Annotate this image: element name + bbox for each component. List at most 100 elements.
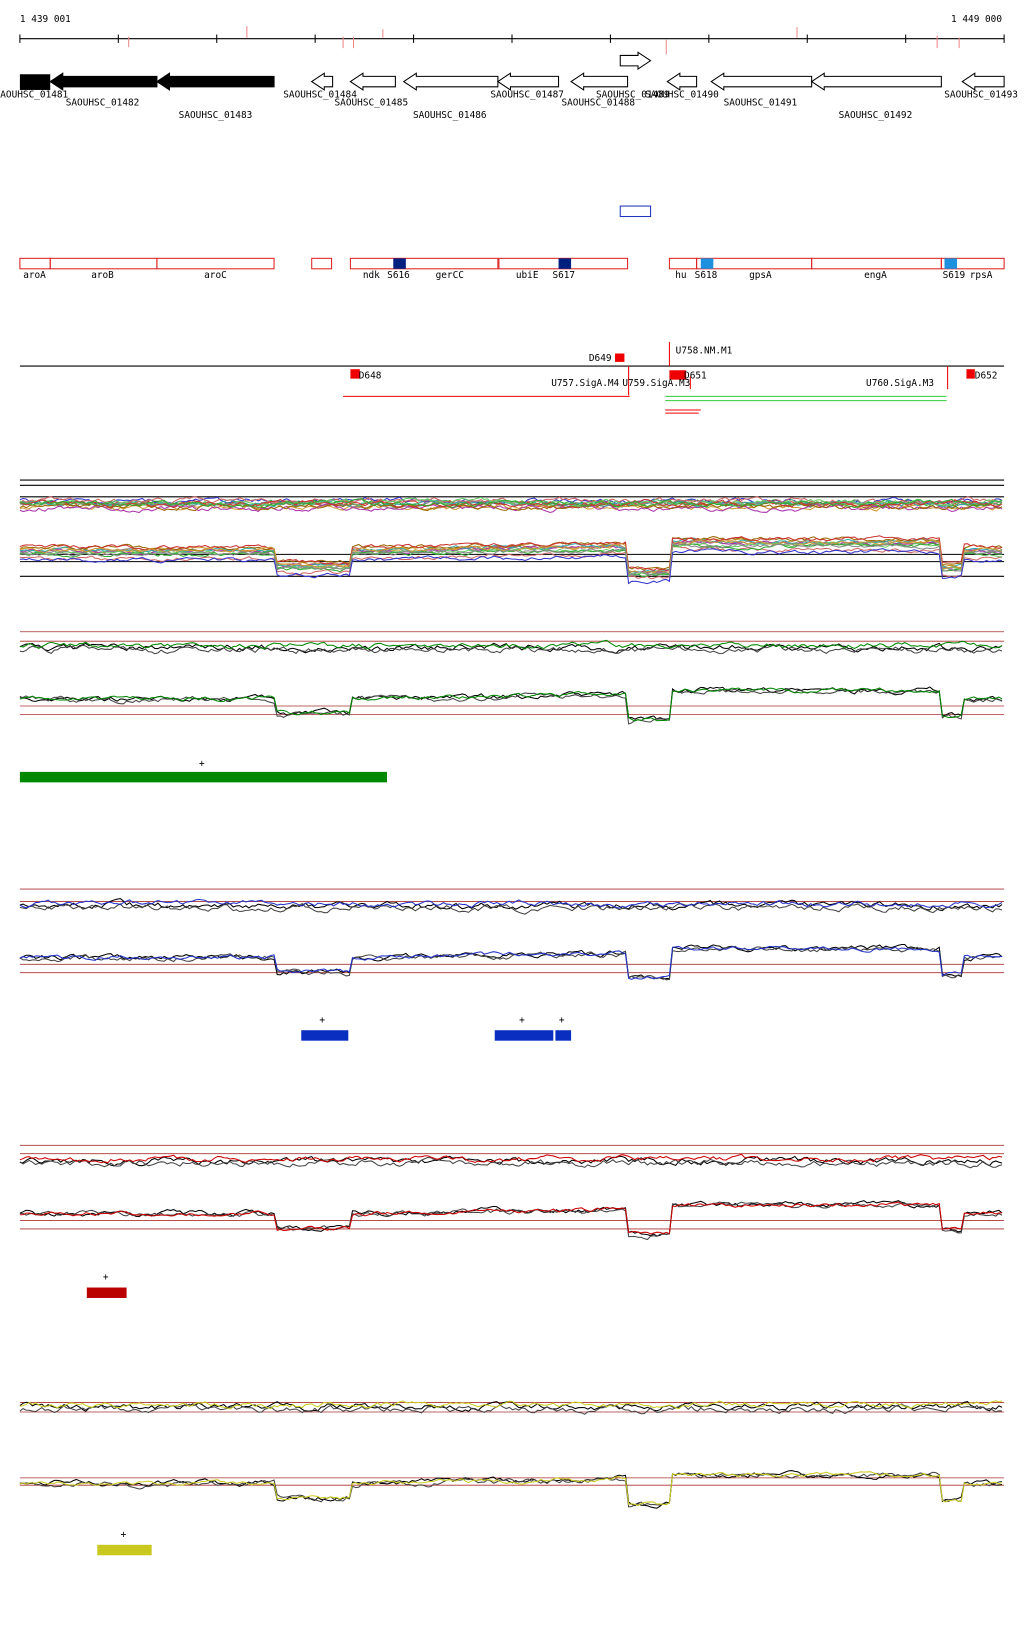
gene-arrow	[619, 51, 652, 71]
expression-trace	[19, 898, 1003, 909]
expression-trace	[19, 945, 1003, 980]
gene-arrow	[402, 72, 499, 91]
annotation-box	[156, 257, 275, 270]
annotation-label: gpsA	[749, 270, 772, 281]
annotation-block	[558, 258, 572, 269]
gene-label: SAOUHSC_01490	[645, 89, 719, 100]
expression-trace	[19, 1155, 1003, 1167]
gene-arrow	[961, 72, 1005, 91]
expression-trace	[19, 1403, 1003, 1415]
segment-bar	[19, 771, 388, 783]
expression-trace	[19, 688, 1003, 725]
gene-label: SAOUHSC_01482	[66, 98, 140, 109]
annotation-label: S619	[943, 270, 966, 281]
feature-box	[615, 353, 625, 362]
annotation-label: hu	[675, 270, 686, 281]
annotation-label: ubiE	[516, 270, 539, 281]
gene-label: SAOUHSC_01485	[335, 98, 409, 109]
expression-trace	[19, 502, 1003, 512]
gene-arrow	[570, 72, 629, 91]
segment-bar	[494, 1030, 554, 1041]
expression-trace	[19, 1400, 1003, 1410]
gene-label: SAOUHSC_01491	[724, 98, 798, 109]
annotation-label: aroA	[23, 270, 46, 281]
annotation-block	[944, 258, 958, 269]
expression-trace	[19, 687, 1003, 722]
annotation-box	[49, 257, 158, 270]
box	[619, 205, 652, 218]
gene-arrow	[19, 74, 51, 90]
expression-trace	[19, 1156, 1003, 1169]
feature-label: D651	[684, 371, 707, 382]
expression-trace	[19, 639, 1003, 650]
segment-bar	[301, 1030, 349, 1041]
annotation-label: aroC	[204, 270, 227, 281]
expression-trace	[19, 535, 1003, 571]
expression-trace	[19, 686, 1003, 721]
annotation-box	[696, 257, 813, 270]
annotation-box	[940, 257, 1005, 270]
gene-label: SAOUHSC_01486	[413, 110, 487, 121]
expression-trace	[19, 548, 1003, 585]
annotation-box	[668, 257, 698, 270]
segment-bar	[555, 1030, 572, 1041]
annotation-label: rpsA	[970, 270, 993, 281]
gene-label: SAOUHSC_01493	[944, 89, 1018, 100]
annotation-block	[393, 258, 406, 269]
annotation-label: S616	[387, 270, 410, 281]
feature-label: U760.SigA.M3	[866, 378, 934, 389]
segment-label: +	[103, 1272, 109, 1283]
coordinate-end: 1 449 000	[951, 14, 1002, 25]
annotation-label: gerCC	[436, 270, 464, 281]
gene-label: SAOUHSC_01481	[0, 89, 69, 100]
coordinate-start: 1 439 001	[20, 14, 71, 25]
gene-label: SAOUHSC_01487	[490, 89, 564, 100]
annotation-label: S617	[552, 270, 575, 281]
expression-trace	[19, 1471, 1003, 1507]
gene-arrow	[666, 72, 698, 91]
feature-label: D649	[589, 353, 612, 364]
gene-label: SAOUHSC_01488	[561, 98, 635, 109]
feature-label: D652	[975, 371, 998, 382]
gene-arrow	[49, 72, 158, 91]
annotation-box	[311, 257, 333, 270]
expression-trace	[19, 545, 1003, 580]
annotation-box	[349, 257, 499, 270]
expression-trace	[19, 643, 1003, 655]
annotation-label: engA	[864, 270, 887, 281]
expression-trace	[19, 1153, 1003, 1164]
annotation-label: S618	[695, 270, 718, 281]
annotation-box	[19, 257, 51, 270]
expression-trace	[19, 1471, 1003, 1508]
feature-label: D648	[359, 371, 382, 382]
expression-trace	[19, 542, 1003, 578]
feature-label: U758.NM.M1	[676, 346, 733, 357]
gene-arrow	[349, 72, 396, 91]
segment-label: +	[559, 1015, 565, 1026]
gene-arrow	[496, 72, 560, 91]
annotation-block	[700, 258, 714, 269]
segment-label: +	[199, 759, 205, 770]
expression-trace	[19, 902, 1003, 915]
segment-label: +	[319, 1015, 325, 1026]
segment-bar	[97, 1544, 152, 1556]
annotation-label: aroB	[91, 270, 114, 281]
annotation-label: ndk	[363, 270, 380, 281]
expression-trace	[19, 498, 1003, 509]
gene-arrow	[710, 72, 813, 91]
expression-trace	[19, 945, 1003, 981]
annotation-box	[811, 257, 942, 270]
gene-label: SAOUHSC_01484	[283, 89, 357, 100]
gene-label: SAOUHSC_01489	[596, 89, 670, 100]
feature-box	[669, 370, 687, 380]
feature-label: U759.SigA.M3	[622, 378, 690, 389]
gene-arrow	[155, 72, 275, 91]
gene-arrow	[310, 72, 334, 91]
expression-trace	[19, 542, 1003, 576]
gene-arrow	[810, 72, 942, 91]
expression-trace	[19, 1201, 1003, 1235]
expression-trace	[19, 537, 1003, 573]
feature-box	[350, 369, 360, 379]
segment-label: +	[121, 1530, 127, 1541]
